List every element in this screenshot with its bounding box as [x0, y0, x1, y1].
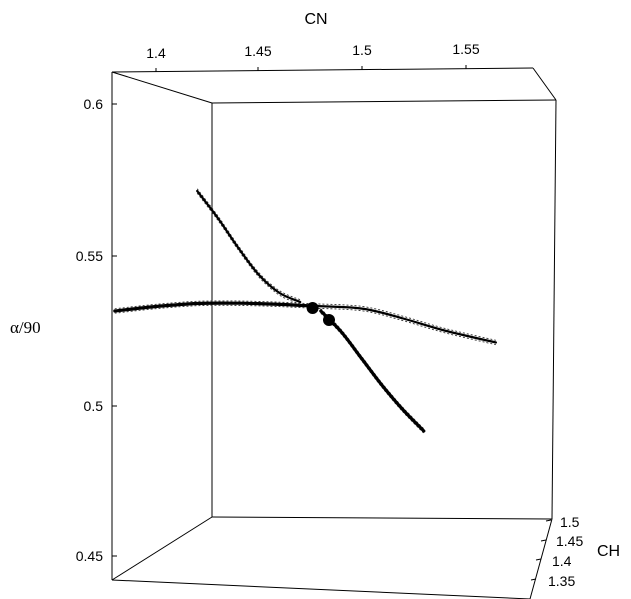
cn-axis: 1.4 1.45 1.5 1.55 CN [146, 11, 480, 72]
curve-branch-lower [319, 309, 426, 433]
alpha-tick-label: 0.6 [84, 96, 104, 112]
box-edge [111, 71, 213, 104]
ch-axis-title: CH [597, 543, 620, 560]
alpha-tick-label: 0.45 [76, 548, 103, 564]
box-edge [211, 516, 553, 520]
curve-branch-upper [196, 189, 302, 304]
curve-trace [310, 303, 497, 341]
cn-tick-label: 1.4 [146, 45, 166, 61]
alpha-axis-title: α/90 [10, 318, 41, 337]
box-edge [211, 99, 557, 104]
ch-tick-label: 1.45 [556, 533, 583, 549]
alpha-axis: 0.6 0.55 0.5 0.45 α/90 [10, 96, 117, 564]
cn-tick-label: 1.45 [244, 43, 271, 59]
curve-branch-left [113, 301, 313, 313]
ch-tick-mark [535, 558, 542, 561]
ch-axis: 1.5 1.45 1.4 1.35 CH [530, 514, 620, 589]
plot-area [113, 188, 497, 434]
box-edge [532, 67, 557, 101]
box-edge [111, 67, 534, 73]
ch-tick-label: 1.5 [560, 514, 580, 530]
alpha-tick-label: 0.55 [76, 248, 103, 264]
ch-tick-label: 1.4 [552, 553, 572, 569]
box-edge [111, 579, 531, 599]
curve-branch-right [309, 304, 497, 344]
ch-tick-mark [530, 578, 537, 581]
ch-tick-label: 1.35 [548, 573, 575, 589]
fixed-point-marker [323, 314, 335, 326]
cn-tick-label: 1.55 [452, 41, 479, 57]
box-edge [111, 516, 213, 581]
cn-tick-label: 1.5 [352, 42, 372, 58]
cn-axis-title: CN [304, 11, 327, 28]
curve-trace [310, 307, 497, 346]
box-edge [551, 99, 557, 520]
ch-tick-mark [545, 519, 552, 522]
curve-trace [196, 192, 301, 305]
fixed-point-marker [306, 302, 319, 314]
ch-tick-mark [540, 539, 547, 542]
box-frame [111, 67, 557, 599]
curve-trace [114, 300, 311, 310]
curve-trace [196, 188, 301, 301]
curve-trace [114, 304, 311, 314]
alpha-tick-label: 0.5 [84, 398, 104, 414]
